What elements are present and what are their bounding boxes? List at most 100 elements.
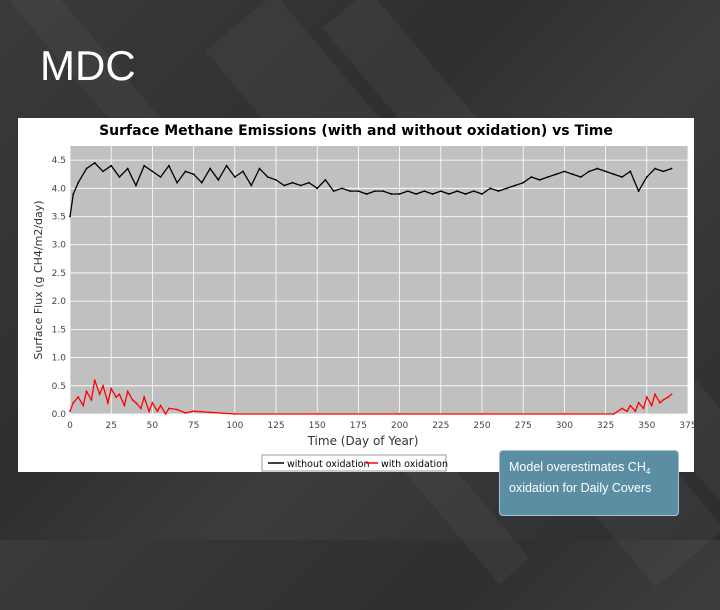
data-point <box>159 404 162 407</box>
data-point <box>299 184 302 187</box>
data-point <box>637 190 640 193</box>
x-tick-label: 0 <box>67 421 73 431</box>
data-point <box>209 167 211 170</box>
data-point <box>423 190 426 193</box>
plot-area <box>70 146 688 414</box>
data-point <box>382 190 385 193</box>
data-point <box>645 396 648 398</box>
data-point <box>72 401 75 404</box>
data-point <box>456 190 459 193</box>
data-point <box>530 176 533 178</box>
data-point <box>102 384 104 387</box>
data-point <box>650 404 653 407</box>
data-point <box>481 413 483 415</box>
data-point <box>200 181 203 184</box>
callout-subscript: 4 <box>645 467 651 476</box>
chart-frame: Surface Methane Emissions (with and with… <box>18 118 694 472</box>
grid-lines <box>69 146 689 415</box>
x-tick-label: 275 <box>515 421 532 431</box>
data-point <box>514 184 516 187</box>
data-point <box>225 164 228 167</box>
data-point <box>563 413 566 415</box>
data-point <box>415 193 417 195</box>
y-tick-label: 2.5 <box>52 269 66 279</box>
data-point <box>176 408 179 411</box>
y-tick-label: 3.0 <box>52 241 67 251</box>
data-point <box>308 181 310 184</box>
data-point <box>164 413 167 415</box>
data-point <box>621 407 623 410</box>
data-point <box>547 176 549 178</box>
data-point <box>481 193 483 195</box>
y-tick-label: 2.0 <box>52 297 67 307</box>
x-tick-label: 100 <box>226 421 243 431</box>
data-point <box>98 393 101 396</box>
data-point <box>167 164 170 167</box>
data-point <box>373 190 376 193</box>
data-point <box>233 176 236 178</box>
data-point <box>654 393 656 396</box>
data-point <box>151 401 154 404</box>
legend-box <box>261 454 447 472</box>
data-point <box>667 396 670 398</box>
methane-emissions-chart: Surface Methane Emissions (with and with… <box>32 123 694 472</box>
data-point <box>123 404 126 407</box>
x-tick-label: 350 <box>638 421 655 431</box>
data-point <box>135 401 137 404</box>
data-point <box>85 390 88 393</box>
data-point <box>115 396 118 398</box>
y-tick-label: 1.0 <box>52 354 67 364</box>
data-point <box>612 173 615 176</box>
x-tick-label: 300 <box>556 421 573 431</box>
data-point <box>72 193 75 195</box>
data-point <box>266 176 269 178</box>
series-layer <box>69 162 673 416</box>
data-point <box>156 410 159 413</box>
annotation-callout: Model overestimates CH4 oxidation for Da… <box>499 450 679 516</box>
data-point <box>563 170 566 173</box>
slide-title: MDC <box>40 42 136 89</box>
data-point <box>148 410 151 413</box>
x-tick-label: 375 <box>679 421 694 431</box>
x-tick-label: 325 <box>597 421 614 431</box>
chart-title: Surface Methane Emissions (with and with… <box>99 123 613 139</box>
data-point <box>538 178 541 181</box>
x-axis-ticks: 0 25 50 75 100 125 150 175 200 225 250 275 300 325 350… <box>67 421 694 431</box>
data-point <box>192 410 195 413</box>
x-tick-label: 200 <box>391 421 408 431</box>
x-tick-label: 175 <box>350 421 367 431</box>
data-point <box>464 193 467 195</box>
data-point <box>349 190 352 193</box>
data-point <box>131 398 134 401</box>
data-point <box>69 410 71 413</box>
legend: without oxidation with oxidation <box>261 454 448 472</box>
data-point <box>143 396 146 398</box>
data-point <box>316 187 319 190</box>
x-tick-label: 250 <box>473 421 490 431</box>
y-tick-label: 1.5 <box>52 325 66 335</box>
data-point <box>588 170 591 173</box>
data-point <box>316 413 319 415</box>
y-tick-label: 3.5 <box>52 213 66 223</box>
data-point <box>642 407 645 410</box>
data-point <box>662 170 665 173</box>
data-point <box>139 407 142 410</box>
data-point <box>659 401 661 404</box>
y-axis-label: Surface Flux (g CH4/m2/day) <box>32 200 45 359</box>
data-point <box>670 393 673 396</box>
data-point <box>283 184 286 187</box>
data-point <box>93 162 96 164</box>
legend-label-with-oxidation: with oxidation <box>381 459 448 470</box>
data-point <box>341 187 343 190</box>
data-point <box>612 413 615 415</box>
callout-text-rest: oxidation for Daily Covers <box>509 481 652 495</box>
data-point <box>398 193 401 195</box>
data-point <box>637 401 640 404</box>
data-point <box>390 193 393 195</box>
data-point <box>489 187 492 190</box>
data-point <box>626 410 628 413</box>
y-tick-label: 0.0 <box>52 410 67 420</box>
data-point <box>250 184 253 187</box>
data-point <box>93 379 96 382</box>
data-point <box>398 413 401 415</box>
